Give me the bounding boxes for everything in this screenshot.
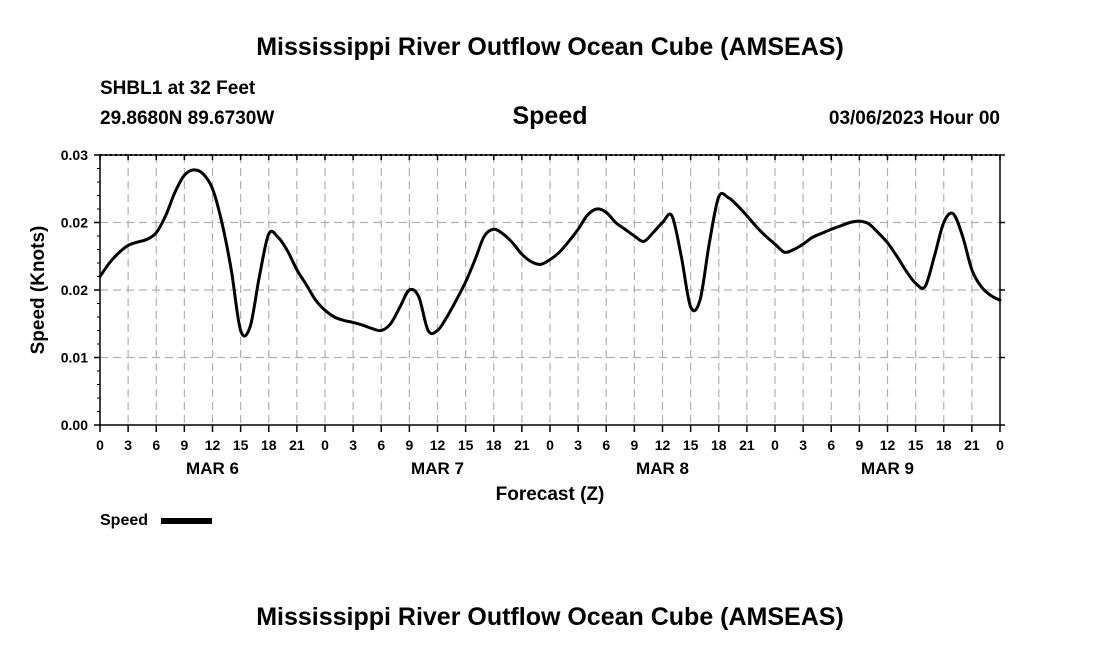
y-tick-label: 0.02 [61,282,88,298]
x-tick-label: 0 [771,437,779,453]
x-tick-label: 3 [349,437,357,453]
x-tick-label: 12 [205,437,221,453]
legend-label: Speed [100,512,148,529]
x-tick-label: 21 [289,437,305,453]
x-tick-label: 0 [546,437,554,453]
day-label: MAR 8 [636,459,689,478]
x-tick-label: 9 [855,437,863,453]
x-tick-label: 21 [514,437,530,453]
x-tick-label: 12 [655,437,671,453]
y-tick-labels: 0.00 0.01 0.02 0.02 0.03 [61,147,88,433]
x-tick-label: 15 [683,437,699,453]
x-tick-label: 6 [377,437,385,453]
y-tick-label: 0.01 [61,350,88,366]
day-labels: MAR 6 MAR 7 MAR 8 MAR 9 [186,459,914,478]
day-label: MAR 9 [861,459,914,478]
x-tick-label: 12 [430,437,446,453]
x-tick-label: 18 [936,437,952,453]
x-tick-label: 18 [711,437,727,453]
datetime-label: 03/06/2023 Hour 00 [829,108,1000,129]
x-tick-label: 21 [739,437,755,453]
y-tick-label: 0.00 [61,417,88,433]
x-tick-label: 0 [96,437,104,453]
location-label: 29.8680N 89.6730W [100,108,274,129]
x-tick-label: 3 [574,437,582,453]
x-tick-labels: 0 3 6 9 12 15 18 21 0 3 6 9 12 15 18 21 0 3 6 9 12 15 18 21 0 3 6 9… [96,437,1004,453]
x-tick-label: 18 [486,437,502,453]
x-tick-label: 9 [630,437,638,453]
x-tick-label: 0 [996,437,1004,453]
x-tick-label: 6 [827,437,835,453]
chart-title: Mississippi River Outflow Ocean Cube (AM… [256,33,844,61]
x-axis-label: Forecast (Z) [496,484,605,505]
x-tick-label: 18 [261,437,277,453]
x-tick-label: 15 [458,437,474,453]
x-tick-label: 15 [908,437,924,453]
x-tick-label: 9 [405,437,413,453]
day-label: MAR 6 [186,459,239,478]
x-tick-label: 12 [880,437,896,453]
x-tick-label: 3 [799,437,807,453]
station-label: SHBL1 at 32 Feet [100,78,256,99]
variable-label: Speed [512,102,587,130]
grid-lines [100,155,1000,425]
x-tick-label: 6 [152,437,160,453]
x-tick-label: 21 [964,437,980,453]
x-tick-label: 3 [124,437,132,453]
x-tick-label: 0 [321,437,329,453]
footer-title: Mississippi River Outflow Ocean Cube (AM… [256,603,844,631]
y-axis-label: Speed (Knots) [28,226,49,355]
y-tick-label: 0.02 [61,215,88,231]
x-tick-label: 6 [602,437,610,453]
speed-series-line [98,168,1002,338]
x-tick-label: 9 [180,437,188,453]
x-tick-label: 15 [233,437,249,453]
day-label: MAR 7 [411,459,464,478]
y-tick-label: 0.03 [61,147,88,163]
